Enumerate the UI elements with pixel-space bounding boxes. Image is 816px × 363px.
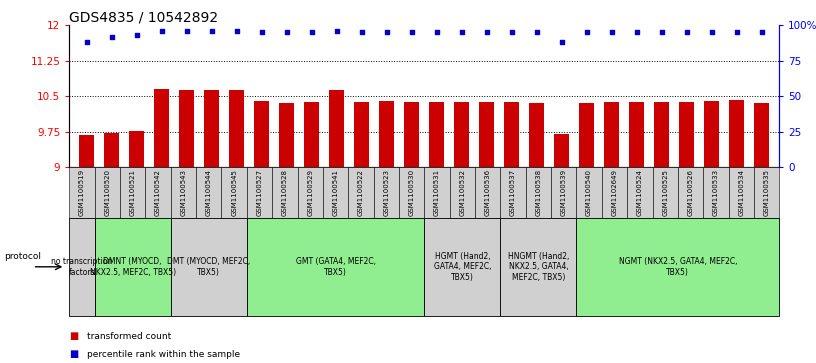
Point [255, 29, 268, 35]
Point [605, 29, 619, 35]
Bar [255, 101, 269, 167]
Point [131, 32, 144, 38]
Text: GSM1100541: GSM1100541 [333, 169, 339, 216]
Bar [180, 90, 194, 167]
Bar [679, 102, 694, 167]
Point [206, 28, 219, 34]
Point [655, 29, 668, 35]
Bar [629, 102, 645, 167]
Text: GSM1100526: GSM1100526 [688, 169, 694, 216]
Point [756, 29, 769, 35]
Point [355, 29, 368, 35]
Text: GSM1100538: GSM1100538 [535, 169, 541, 216]
Point [406, 29, 419, 35]
Text: GSM1100544: GSM1100544 [206, 169, 212, 216]
Point [580, 29, 593, 35]
Text: GSM1100524: GSM1100524 [636, 169, 643, 216]
Text: DMNT (MYOCD,
NKX2.5, MEF2C, TBX5): DMNT (MYOCD, NKX2.5, MEF2C, TBX5) [90, 257, 175, 277]
Text: GSM1100521: GSM1100521 [130, 169, 135, 216]
Text: ■: ■ [69, 349, 78, 359]
Text: GMT (GATA4, MEF2C,
TBX5): GMT (GATA4, MEF2C, TBX5) [295, 257, 375, 277]
Bar [354, 102, 370, 167]
Text: GSM1100519: GSM1100519 [79, 169, 85, 216]
Bar [79, 135, 95, 167]
Bar [429, 102, 445, 167]
Text: GSM1100540: GSM1100540 [586, 169, 592, 216]
Text: GSM1100536: GSM1100536 [485, 169, 490, 216]
Point [630, 29, 643, 35]
Bar [229, 90, 244, 167]
Bar [754, 103, 769, 167]
Bar [104, 132, 119, 167]
Text: GSM1100534: GSM1100534 [738, 169, 744, 216]
Text: GSM1100528: GSM1100528 [282, 169, 288, 216]
Bar [154, 89, 170, 167]
Text: GSM1100520: GSM1100520 [104, 169, 110, 216]
Point [180, 28, 193, 34]
Text: GSM1100522: GSM1100522 [358, 169, 364, 216]
Bar [379, 101, 394, 167]
Point [80, 40, 93, 45]
Text: protocol: protocol [4, 252, 41, 261]
Text: no transcription
factors: no transcription factors [51, 257, 113, 277]
Text: GSM1100535: GSM1100535 [764, 169, 769, 216]
Point [380, 29, 393, 35]
Point [681, 29, 694, 35]
Text: GSM1100533: GSM1100533 [713, 169, 719, 216]
Bar [404, 102, 419, 167]
Text: GDS4835 / 10542892: GDS4835 / 10542892 [69, 11, 219, 25]
Text: GSM1100537: GSM1100537 [510, 169, 516, 216]
Text: NGMT (NKX2.5, GATA4, MEF2C,
TBX5): NGMT (NKX2.5, GATA4, MEF2C, TBX5) [619, 257, 737, 277]
Text: GSM1100531: GSM1100531 [434, 169, 440, 216]
Point [305, 29, 318, 35]
Bar [330, 90, 344, 167]
Point [430, 29, 443, 35]
Point [481, 29, 494, 35]
Bar [530, 103, 544, 167]
Bar [130, 131, 144, 167]
Point [705, 29, 718, 35]
Bar [455, 102, 469, 167]
Point [530, 29, 543, 35]
Text: GSM1100529: GSM1100529 [308, 169, 313, 216]
Bar [579, 103, 594, 167]
Point [281, 29, 294, 35]
Text: GSM1100542: GSM1100542 [155, 169, 161, 216]
Text: GSM1100539: GSM1100539 [561, 169, 567, 216]
Text: HGMT (Hand2,
GATA4, MEF2C,
TBX5): HGMT (Hand2, GATA4, MEF2C, TBX5) [433, 252, 491, 282]
Text: GSM1100525: GSM1100525 [663, 169, 668, 216]
Text: transformed count: transformed count [87, 332, 171, 341]
Bar [605, 102, 619, 167]
Text: HNGMT (Hand2,
NKX2.5, GATA4,
MEF2C, TBX5): HNGMT (Hand2, NKX2.5, GATA4, MEF2C, TBX5… [508, 252, 569, 282]
Bar [204, 90, 220, 167]
Point [555, 40, 568, 45]
Text: ■: ■ [69, 331, 78, 341]
Text: DMT (MYOCD, MEF2C,
TBX5): DMT (MYOCD, MEF2C, TBX5) [167, 257, 251, 277]
Text: percentile rank within the sample: percentile rank within the sample [87, 350, 241, 359]
Text: GSM1100545: GSM1100545 [231, 169, 237, 216]
Point [105, 34, 118, 40]
Point [330, 28, 344, 34]
Text: GSM1100523: GSM1100523 [384, 169, 389, 216]
Bar [504, 102, 519, 167]
Text: GSM1100532: GSM1100532 [459, 169, 465, 216]
Bar [554, 134, 570, 167]
Point [730, 29, 743, 35]
Text: GSM1100527: GSM1100527 [256, 169, 263, 216]
Text: GSM1102649: GSM1102649 [611, 169, 618, 216]
Bar [304, 102, 319, 167]
Bar [704, 101, 719, 167]
Bar [654, 102, 669, 167]
Bar [479, 102, 494, 167]
Point [230, 28, 243, 34]
Text: GSM1100543: GSM1100543 [180, 169, 186, 216]
Point [455, 29, 468, 35]
Point [505, 29, 518, 35]
Bar [730, 100, 744, 167]
Bar [279, 103, 295, 167]
Text: GSM1100530: GSM1100530 [409, 169, 415, 216]
Point [155, 28, 168, 34]
